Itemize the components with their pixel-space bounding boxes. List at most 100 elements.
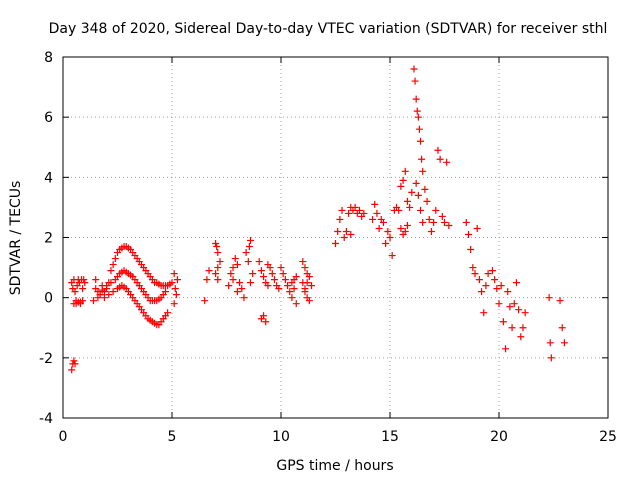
data-point bbox=[417, 206, 425, 214]
data-point bbox=[480, 309, 488, 317]
data-point bbox=[242, 249, 250, 257]
data-point bbox=[508, 324, 516, 332]
data-point bbox=[96, 291, 104, 299]
data-point bbox=[238, 285, 246, 293]
data-point bbox=[303, 279, 311, 287]
data-point bbox=[338, 206, 346, 214]
data-point bbox=[70, 357, 78, 365]
data-point bbox=[203, 276, 211, 284]
data-point bbox=[277, 264, 285, 272]
data-point bbox=[79, 297, 87, 305]
data-point bbox=[556, 297, 564, 305]
data-point bbox=[418, 155, 426, 163]
data-point bbox=[286, 288, 294, 296]
data-point bbox=[560, 339, 568, 347]
data-point bbox=[345, 209, 353, 217]
data-point bbox=[397, 182, 405, 190]
data-point bbox=[334, 227, 342, 235]
data-point bbox=[299, 258, 307, 266]
x-tick-label: 15 bbox=[381, 429, 399, 445]
data-point bbox=[171, 285, 179, 293]
data-point bbox=[81, 279, 89, 287]
data-point bbox=[395, 206, 403, 214]
data-point bbox=[212, 240, 220, 248]
data-point bbox=[415, 125, 423, 133]
data-point bbox=[371, 200, 379, 208]
data-point bbox=[216, 258, 224, 266]
y-tick-label: 2 bbox=[44, 231, 53, 247]
data-point bbox=[227, 270, 235, 278]
data-point bbox=[351, 203, 359, 211]
data-point bbox=[355, 206, 363, 214]
data-point bbox=[214, 249, 222, 257]
data-point bbox=[100, 294, 108, 302]
data-point bbox=[214, 276, 222, 284]
data-point bbox=[401, 227, 409, 235]
data-point bbox=[502, 345, 510, 353]
data-point bbox=[493, 285, 501, 293]
data-point bbox=[342, 227, 350, 235]
data-point bbox=[482, 282, 490, 290]
data-point bbox=[262, 318, 270, 326]
data-point bbox=[430, 218, 438, 226]
data-point bbox=[558, 324, 566, 332]
data-point bbox=[92, 276, 100, 284]
y-tick-label: -4 bbox=[39, 411, 53, 427]
data-point bbox=[229, 264, 237, 272]
data-point bbox=[290, 285, 298, 293]
data-point bbox=[79, 285, 87, 293]
data-point bbox=[473, 224, 481, 232]
data-point bbox=[173, 276, 181, 284]
data-point bbox=[240, 294, 248, 302]
data-point bbox=[471, 270, 479, 278]
data-point bbox=[379, 218, 387, 226]
data-point bbox=[423, 197, 431, 205]
data-point bbox=[546, 339, 554, 347]
data-point bbox=[172, 291, 180, 299]
data-point bbox=[411, 77, 419, 85]
data-point bbox=[288, 294, 296, 302]
data-point bbox=[68, 366, 76, 374]
data-point bbox=[255, 258, 263, 266]
data-point bbox=[275, 285, 283, 293]
data-point bbox=[268, 270, 276, 278]
data-point bbox=[497, 282, 505, 290]
data-point bbox=[388, 252, 396, 260]
y-tick-label: 8 bbox=[44, 50, 53, 66]
data-point bbox=[360, 209, 368, 217]
data-point bbox=[436, 155, 444, 163]
data-point bbox=[212, 270, 220, 278]
x-tick-label: 5 bbox=[168, 429, 177, 445]
data-points bbox=[68, 65, 568, 374]
data-point bbox=[517, 333, 525, 341]
data-point bbox=[308, 282, 316, 290]
data-point bbox=[305, 273, 313, 281]
data-point bbox=[201, 297, 209, 305]
data-point bbox=[98, 286, 106, 294]
data-point bbox=[205, 267, 213, 275]
data-point bbox=[401, 167, 409, 175]
data-point bbox=[301, 264, 309, 272]
data-point bbox=[246, 237, 254, 245]
data-point bbox=[71, 288, 79, 296]
data-point bbox=[233, 288, 241, 296]
data-point bbox=[425, 215, 433, 223]
data-point bbox=[484, 270, 492, 278]
data-point bbox=[510, 300, 518, 308]
data-point bbox=[512, 279, 520, 287]
data-point bbox=[301, 285, 309, 293]
data-point bbox=[499, 318, 507, 326]
grid-lines bbox=[63, 57, 608, 418]
data-point bbox=[443, 158, 451, 166]
data-point bbox=[403, 221, 411, 229]
data-point bbox=[260, 273, 268, 281]
data-point bbox=[397, 224, 405, 232]
data-point bbox=[491, 276, 499, 284]
data-point bbox=[438, 212, 446, 220]
data-point bbox=[506, 303, 514, 311]
data-point bbox=[260, 312, 268, 320]
x-tick-label: 20 bbox=[490, 429, 508, 445]
x-axis-ticks: 0 5 10 15 20 25 bbox=[59, 57, 617, 445]
data-point bbox=[264, 282, 272, 290]
